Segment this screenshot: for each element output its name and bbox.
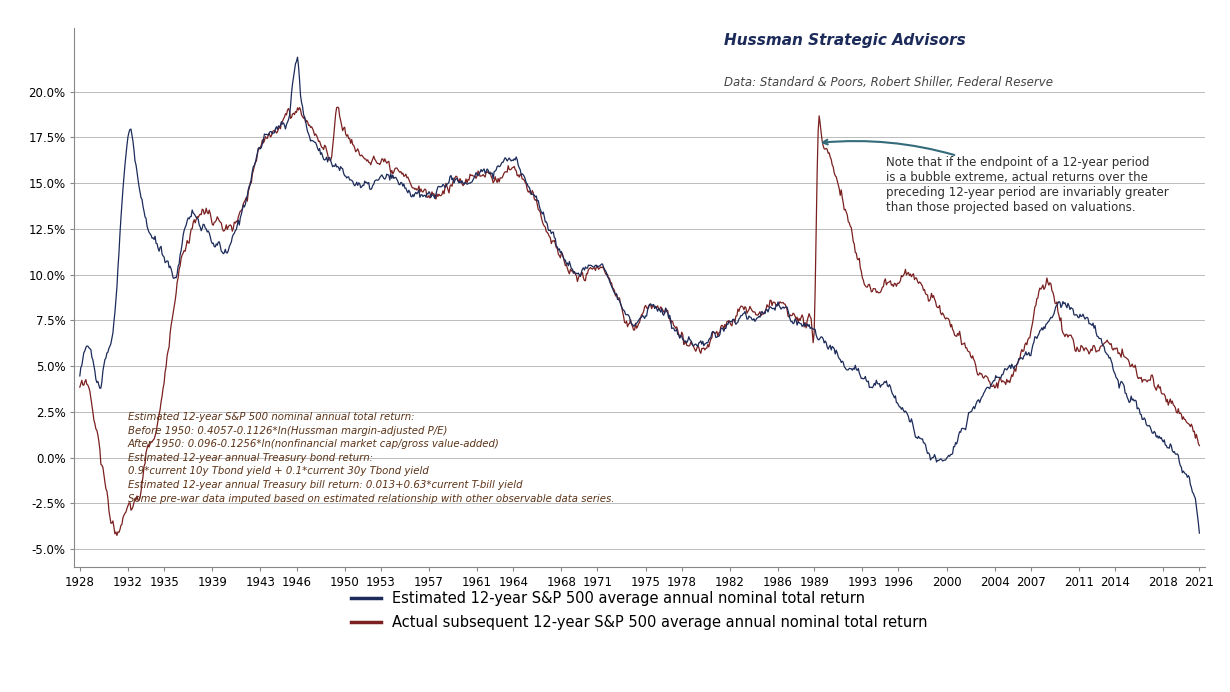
Text: Note that if the endpoint of a 12-year period
is a bubble extreme, actual return: Note that if the endpoint of a 12-year p…	[823, 140, 1170, 214]
Text: Data: Standard & Poors, Robert Shiller, Federal Reserve: Data: Standard & Poors, Robert Shiller, …	[724, 76, 1053, 89]
Text: Hussman Strategic Advisors: Hussman Strategic Advisors	[724, 33, 967, 48]
Legend: Estimated 12-year S&P 500 average annual nominal total return, Actual subsequent: Estimated 12-year S&P 500 average annual…	[346, 585, 934, 636]
Text: Estimated 12-year S&P 500 nominal annual total return:
Before 1950: 0.4057-0.112: Estimated 12-year S&P 500 nominal annual…	[128, 412, 615, 504]
